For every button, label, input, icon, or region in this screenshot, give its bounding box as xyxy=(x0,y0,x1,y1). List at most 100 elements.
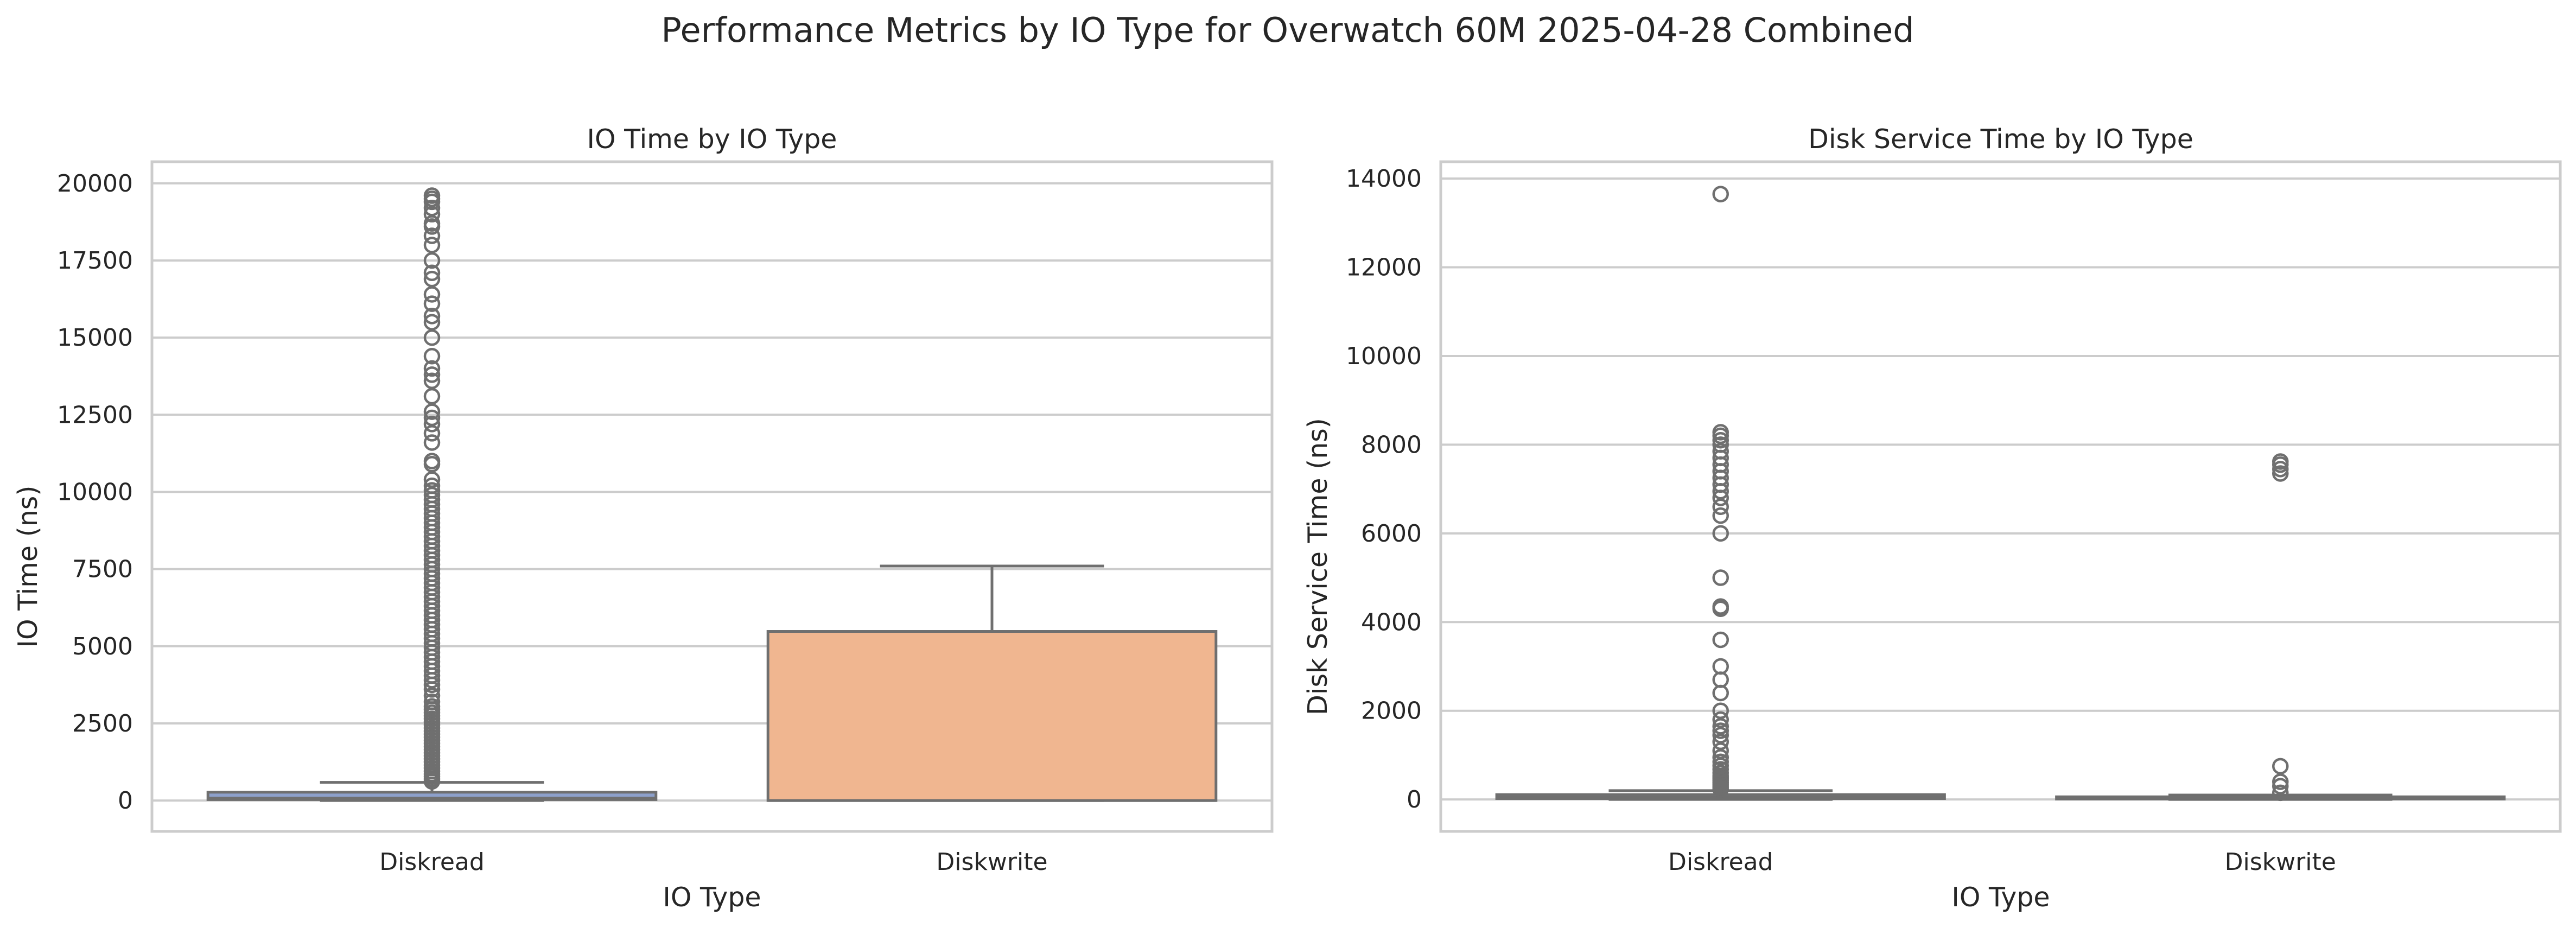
outlier-point xyxy=(1712,733,1729,751)
outlier-point xyxy=(1712,569,1729,586)
outlier-point xyxy=(1712,658,1729,675)
outlier-point xyxy=(423,372,441,390)
outlier-point xyxy=(1712,631,1729,649)
x-tick-label: Diskwrite xyxy=(2225,848,2336,876)
outlier-point xyxy=(2272,784,2289,802)
outlier-point xyxy=(1712,742,1729,759)
outlier-point xyxy=(423,366,441,383)
outlier-point xyxy=(2272,461,2289,478)
outlier-point xyxy=(1712,525,1729,542)
y-tick-label: 12000 xyxy=(1346,253,1422,281)
y-tick-label: 10000 xyxy=(1346,342,1422,370)
outlier-point xyxy=(1712,443,1729,460)
outlier-point xyxy=(423,314,441,330)
outlier-point xyxy=(423,477,441,494)
outlier-point xyxy=(423,270,441,288)
y-tick-label: 17500 xyxy=(57,247,133,275)
outlier-point xyxy=(2272,453,2289,470)
y-tick-label: 7500 xyxy=(72,556,133,583)
box-diskwrite xyxy=(2055,453,2506,802)
outlier-point xyxy=(1712,722,1729,739)
outlier-point xyxy=(423,409,441,427)
outlier-point xyxy=(2272,465,2289,482)
outlier-point xyxy=(423,486,441,504)
outlier-point xyxy=(423,360,441,377)
outlier-point xyxy=(423,693,441,710)
y-axis-label: IO Time (ns) xyxy=(12,486,43,648)
outlier-point xyxy=(1712,753,1729,770)
axes-frame xyxy=(1439,160,2562,833)
box-diskread xyxy=(1495,186,1946,801)
outlier-point xyxy=(423,471,441,488)
outlier-point xyxy=(423,416,441,433)
panel-disk-service-time: Disk Service Time by IO Type 0 2000 4000 60… xyxy=(1302,124,2562,913)
outlier-point xyxy=(423,329,441,346)
y-tick-label: 0 xyxy=(1407,786,1422,813)
outlier-point xyxy=(423,434,441,451)
y-tick-label: 0 xyxy=(118,787,133,815)
y-tick-label: 15000 xyxy=(57,324,133,352)
outlier-point xyxy=(423,453,441,469)
outlier-point xyxy=(1712,424,1729,441)
outlier-point xyxy=(423,308,441,325)
y-tick-label: 8000 xyxy=(1361,431,1422,459)
outlier-point xyxy=(423,482,441,499)
outlier-point xyxy=(423,403,441,420)
y-tick-label: 10000 xyxy=(57,478,133,506)
y-tick-label: 5000 xyxy=(72,633,133,660)
outlier-point xyxy=(423,200,441,217)
panel-title: IO Time by IO Type xyxy=(587,124,837,155)
outlier-point xyxy=(2272,778,2289,794)
outlier-point xyxy=(423,348,441,365)
outlier-point xyxy=(423,295,441,312)
x-axis-label: IO Type xyxy=(1951,882,2050,913)
outlier-point xyxy=(423,698,441,715)
y-tick-label: 12500 xyxy=(57,401,133,429)
x-tick-label: Diskread xyxy=(379,848,485,876)
box-diskwrite xyxy=(766,564,1218,802)
y-tick-label: 2500 xyxy=(72,710,133,738)
outlier-point xyxy=(423,687,441,704)
y-axis-label: Disk Service Time (ns) xyxy=(1302,418,1333,715)
plot-area: 0 2000 4000 6000 8000 10000 12000 14000 Diskread… xyxy=(1346,160,2562,876)
y-tick-label: 14000 xyxy=(1346,165,1422,193)
outlier-point xyxy=(423,237,441,253)
plot-area: 0 2500 5000 7500 10000 12500 15000 17500 20000 Di… xyxy=(57,160,1274,876)
outlier-point xyxy=(1712,718,1729,735)
x-axis-label: IO Type xyxy=(663,882,761,913)
outlier-point xyxy=(1712,498,1729,516)
outlier-point xyxy=(423,286,441,303)
axes-frame xyxy=(150,160,1274,833)
x-tick-label: Diskread xyxy=(1668,848,1773,876)
outlier-point xyxy=(423,215,441,232)
x-tick-label: Diskwrite xyxy=(936,848,1047,876)
outlier-point xyxy=(1712,598,1729,615)
outlier-point xyxy=(2272,773,2289,790)
outlier-point xyxy=(423,206,441,223)
outlier-point xyxy=(1712,186,1729,202)
outlier-point xyxy=(423,187,441,204)
outlier-point xyxy=(1712,702,1729,719)
y-tick-label: 2000 xyxy=(1361,697,1422,725)
outlier-point xyxy=(1712,727,1729,743)
outlier-point xyxy=(1712,711,1729,728)
outlier-point xyxy=(1712,436,1729,453)
box-body xyxy=(766,630,1218,802)
outlier-point xyxy=(423,387,441,405)
panel-title: Disk Service Time by IO Type xyxy=(1808,124,2193,155)
outlier-point xyxy=(1712,684,1729,702)
outlier-point xyxy=(2272,758,2289,775)
outlier-point xyxy=(423,227,441,244)
outlier-point xyxy=(423,252,441,269)
outlier-point xyxy=(1712,507,1729,524)
outlier-point xyxy=(423,264,441,281)
panel-io-time: IO Time by IO Type 0 2500 5000 7500 10000 125… xyxy=(12,124,1274,913)
outlier-point xyxy=(1712,749,1729,766)
outlier-point xyxy=(423,425,441,442)
box-diskread xyxy=(206,187,658,802)
outlier-point xyxy=(1712,671,1729,688)
y-tick-label: 6000 xyxy=(1361,520,1422,548)
figure-title: Performance Metrics by IO Type for Overw… xyxy=(661,10,1914,50)
outlier-point xyxy=(1712,431,1729,449)
